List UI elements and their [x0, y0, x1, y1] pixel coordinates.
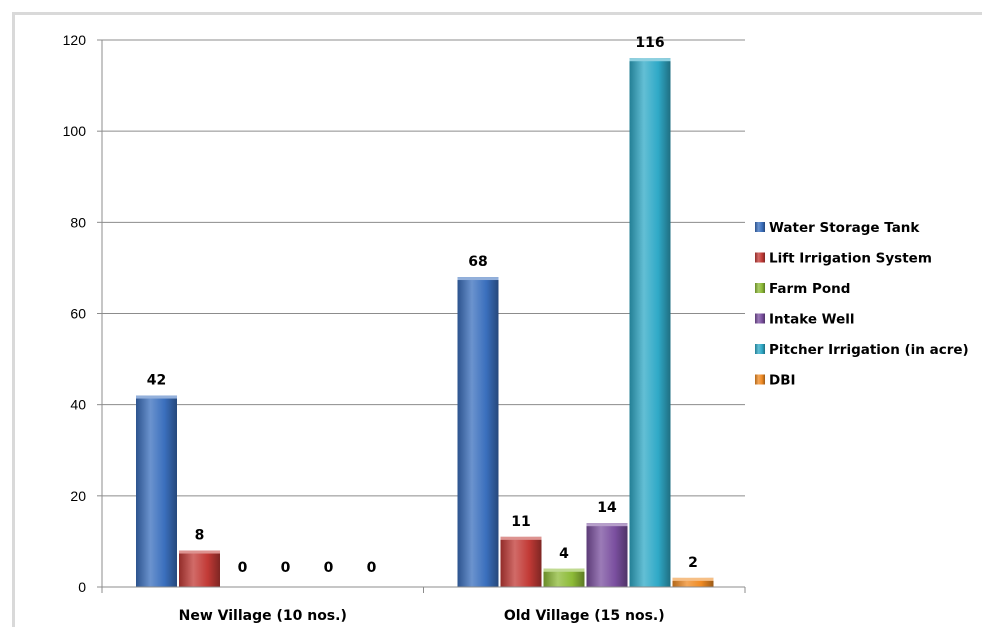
legend-label: Lift Irrigation System	[769, 251, 932, 267]
data-labels: 42 8 0 0 0 0 68 11 4 14 116 2	[147, 35, 698, 576]
x-axis: New Village (10 nos.) Old Village (15 nos…	[101, 586, 746, 624]
legend-label: Farm Pond	[769, 281, 850, 297]
data-label: 0	[324, 560, 334, 576]
legend-label: Intake Well	[769, 312, 855, 328]
bar-highlight	[629, 58, 671, 62]
legend-swatch	[755, 374, 765, 385]
legend-label: DBI	[769, 373, 796, 389]
bar	[500, 536, 542, 587]
bar	[672, 577, 714, 587]
y-tick-label: 20	[70, 488, 86, 504]
bar	[457, 277, 499, 587]
legend-swatch	[755, 252, 765, 263]
data-label: 0	[238, 560, 248, 576]
bar	[179, 550, 220, 587]
bar-highlight	[543, 568, 585, 572]
chart-frame	[12, 12, 982, 627]
y-axis: 0 20 40 60 80 100 120	[63, 32, 103, 595]
y-tick-label: 100	[63, 123, 87, 139]
bar-highlight	[179, 550, 220, 554]
legend: Water Storage Tank Lift Irrigation System…	[755, 220, 969, 389]
bars	[136, 58, 714, 587]
bar	[136, 395, 177, 587]
data-label: 14	[597, 500, 617, 516]
bar-highlight	[500, 536, 542, 540]
bar-highlight	[586, 523, 628, 527]
x-category-label: New Village (10 nos.)	[179, 608, 347, 624]
y-tick-label: 0	[78, 579, 86, 595]
y-tick-label: 40	[70, 397, 86, 413]
data-label: 11	[511, 514, 530, 530]
legend-swatch	[755, 344, 765, 354]
x-category-label: Old Village (15 nos.)	[504, 608, 665, 624]
bar-highlight	[457, 277, 499, 281]
data-label: 116	[635, 35, 664, 51]
bar	[543, 568, 585, 587]
bar-highlight	[136, 395, 177, 399]
data-label: 0	[367, 560, 377, 576]
legend-swatch	[755, 313, 765, 324]
bar-highlight	[672, 577, 714, 581]
y-tick-label: 120	[63, 32, 87, 48]
data-label: 68	[468, 254, 487, 270]
legend-label: Water Storage Tank	[769, 220, 920, 236]
legend-swatch	[755, 283, 765, 293]
legend-swatch	[755, 222, 765, 232]
data-label: 2	[688, 555, 698, 571]
data-label: 42	[147, 373, 166, 389]
y-tick-label: 60	[70, 306, 86, 322]
data-label: 4	[559, 546, 569, 562]
data-label: 0	[281, 560, 291, 576]
bar	[586, 523, 628, 587]
data-label: 8	[195, 528, 205, 544]
y-tick-label: 80	[70, 214, 86, 230]
legend-label: Pitcher Irrigation (in acre)	[769, 342, 969, 358]
bar	[629, 58, 671, 587]
